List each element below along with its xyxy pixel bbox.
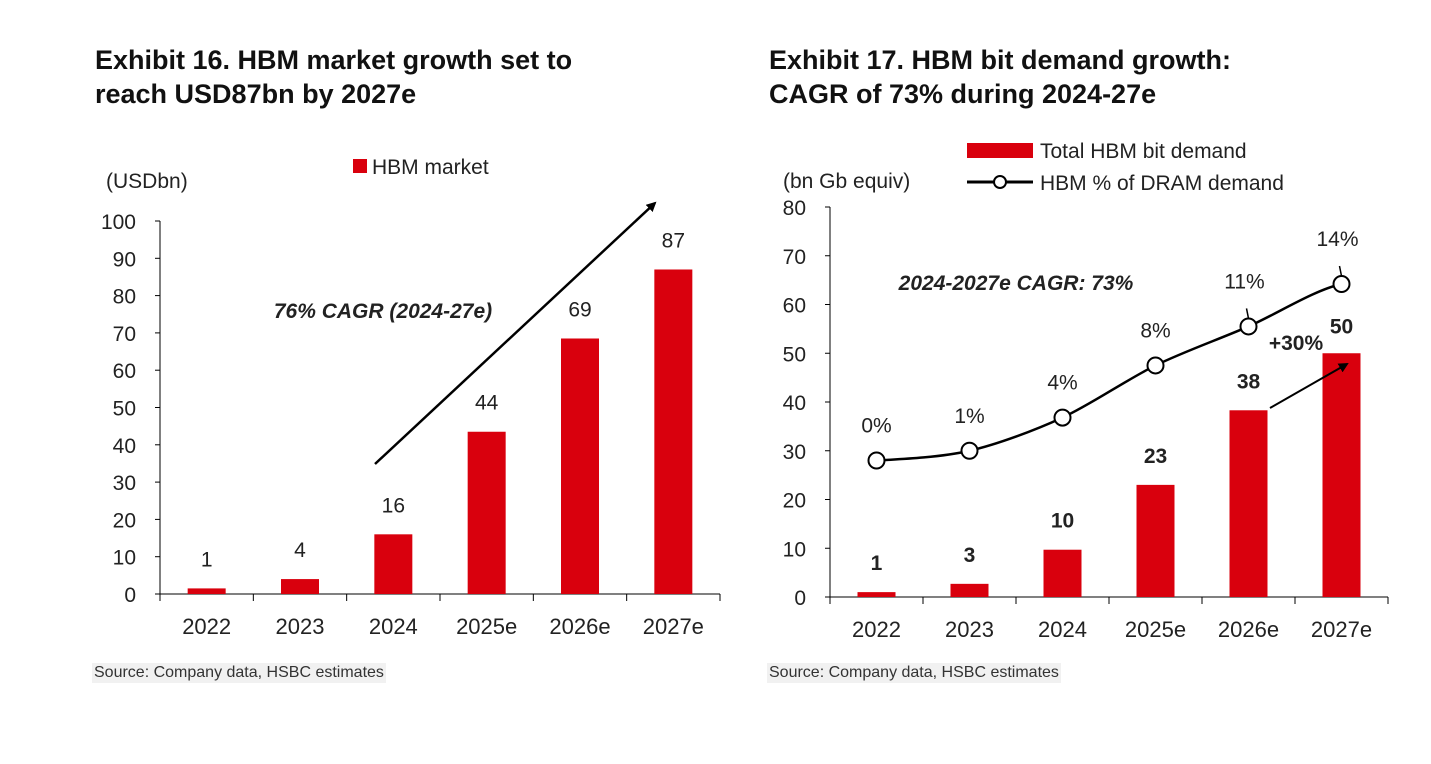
growth-arrow bbox=[1269, 363, 1349, 409]
bar-value-label: 10 bbox=[1051, 510, 1074, 533]
line-marker-2024 bbox=[1053, 408, 1072, 427]
line-hbm-share bbox=[876, 282, 1342, 462]
x-tick-label: 2024 bbox=[369, 614, 418, 639]
y-tick-label: 70 bbox=[783, 246, 806, 269]
y-tick-label: 30 bbox=[783, 441, 806, 464]
growth-arrow-label: +30% bbox=[1269, 332, 1324, 355]
x-tick-label: 2026e bbox=[549, 614, 610, 639]
y-axis-unit-label: (USDbn) bbox=[106, 170, 188, 193]
cagr-annotation: 76% CAGR (2024-27e) bbox=[274, 300, 492, 323]
y-tick-label: 10 bbox=[783, 538, 806, 561]
exhibit-17-title: Exhibit 17. HBM bit demand growth: CAGR … bbox=[769, 43, 1231, 111]
x-tick-label: 2027e bbox=[1311, 617, 1372, 642]
y-tick-label: 50 bbox=[113, 398, 136, 421]
bar-2027e bbox=[654, 269, 693, 594]
y-tick-label: 70 bbox=[113, 323, 136, 346]
legend-marker bbox=[993, 175, 1007, 189]
line-value-label: 1% bbox=[954, 405, 984, 428]
bar-value-label: 3 bbox=[964, 544, 976, 567]
exhibit-16-title: Exhibit 16. HBM market growth set to rea… bbox=[95, 43, 572, 111]
bar-2022 bbox=[187, 588, 226, 594]
bar-2026e bbox=[1229, 410, 1268, 597]
y-tick-label: 0 bbox=[124, 584, 136, 607]
legend-swatch-bit-demand bbox=[967, 143, 1033, 158]
line-value-label: 14% bbox=[1316, 228, 1358, 251]
y-tick-label: 40 bbox=[783, 392, 806, 415]
title-line: CAGR of 73% during 2024-27e bbox=[769, 79, 1157, 109]
bar-value-label: 69 bbox=[568, 298, 591, 321]
cagr-annotation: 2024-2027e CAGR: 73% bbox=[898, 272, 1134, 295]
bar-value-label: 50 bbox=[1330, 315, 1353, 338]
x-tick-label: 2026e bbox=[1218, 617, 1279, 642]
y-tick-label: 40 bbox=[113, 435, 136, 458]
title-line: Exhibit 16. HBM market growth set to bbox=[95, 45, 573, 75]
bar-2025e bbox=[467, 431, 506, 594]
x-tick-label: 2024 bbox=[1038, 617, 1087, 642]
line-marker-2023 bbox=[960, 441, 979, 460]
bar-2023 bbox=[281, 579, 319, 594]
source-note-left: Source: Company data, HSBC estimates bbox=[92, 663, 386, 683]
bar-2024 bbox=[1043, 549, 1082, 597]
y-tick-label: 0 bbox=[794, 587, 806, 610]
line-marker-2022 bbox=[867, 451, 886, 470]
y-tick-label: 80 bbox=[113, 286, 136, 309]
y-tick-label: 30 bbox=[113, 472, 136, 495]
line-value-label: 11% bbox=[1224, 270, 1264, 293]
x-tick-label: 2027e bbox=[643, 614, 704, 639]
bar-value-label: 87 bbox=[662, 229, 685, 252]
bar-value-label: 4 bbox=[294, 539, 306, 562]
bar-2023 bbox=[950, 583, 989, 597]
line-value-label: 0% bbox=[861, 415, 891, 438]
label-leader bbox=[1338, 265, 1343, 277]
bar-value-label: 38 bbox=[1237, 370, 1261, 393]
legend-label: HBM market bbox=[372, 156, 489, 179]
bar-value-label: 16 bbox=[382, 494, 405, 517]
y-tick-label: 50 bbox=[783, 343, 806, 366]
x-tick-label: 2022 bbox=[852, 617, 901, 642]
y-tick-label: 90 bbox=[113, 248, 136, 271]
bar-value-label: 44 bbox=[475, 392, 499, 415]
y-axis-unit-label: (bn Gb equiv) bbox=[783, 170, 910, 193]
legend-label: HBM % of DRAM demand bbox=[1040, 172, 1284, 195]
line-value-label: 4% bbox=[1047, 372, 1077, 395]
source-note-right: Source: Company data, HSBC estimates bbox=[767, 663, 1061, 683]
y-tick-label: 100 bbox=[101, 211, 136, 234]
bar-2026e bbox=[561, 338, 599, 594]
bar-2024 bbox=[374, 534, 413, 594]
bar-2025e bbox=[1136, 484, 1175, 597]
y-tick-label: 20 bbox=[113, 509, 136, 532]
title-line: reach USD87bn by 2027e bbox=[95, 79, 417, 109]
y-tick-label: 60 bbox=[113, 360, 136, 383]
y-tick-label: 10 bbox=[113, 547, 136, 570]
line-marker-2026e bbox=[1239, 317, 1258, 336]
bar-value-label: 1 bbox=[871, 552, 883, 575]
line-marker-2027e bbox=[1332, 275, 1351, 294]
x-tick-label: 2022 bbox=[182, 614, 231, 639]
bar-2022 bbox=[857, 592, 896, 597]
legend-label: Total HBM bit demand bbox=[1040, 140, 1247, 163]
bar-value-label: 1 bbox=[201, 548, 213, 571]
legend-swatch-hbm-market bbox=[353, 159, 367, 173]
y-tick-label: 20 bbox=[783, 490, 806, 513]
label-leader bbox=[1245, 308, 1250, 319]
title-line: Exhibit 17. HBM bit demand growth: bbox=[769, 45, 1232, 75]
x-tick-label: 2025e bbox=[1125, 617, 1186, 642]
x-tick-label: 2025e bbox=[456, 614, 517, 639]
line-marker-2025e bbox=[1146, 356, 1165, 375]
y-tick-label: 60 bbox=[783, 295, 806, 318]
line-value-label: 8% bbox=[1140, 319, 1170, 342]
cagr-arrow bbox=[374, 201, 657, 465]
x-tick-label: 2023 bbox=[945, 617, 994, 642]
bar-2027e bbox=[1322, 353, 1361, 597]
x-tick-label: 2023 bbox=[276, 614, 325, 639]
bar-value-label: 23 bbox=[1144, 445, 1167, 468]
y-tick-label: 80 bbox=[783, 197, 806, 220]
